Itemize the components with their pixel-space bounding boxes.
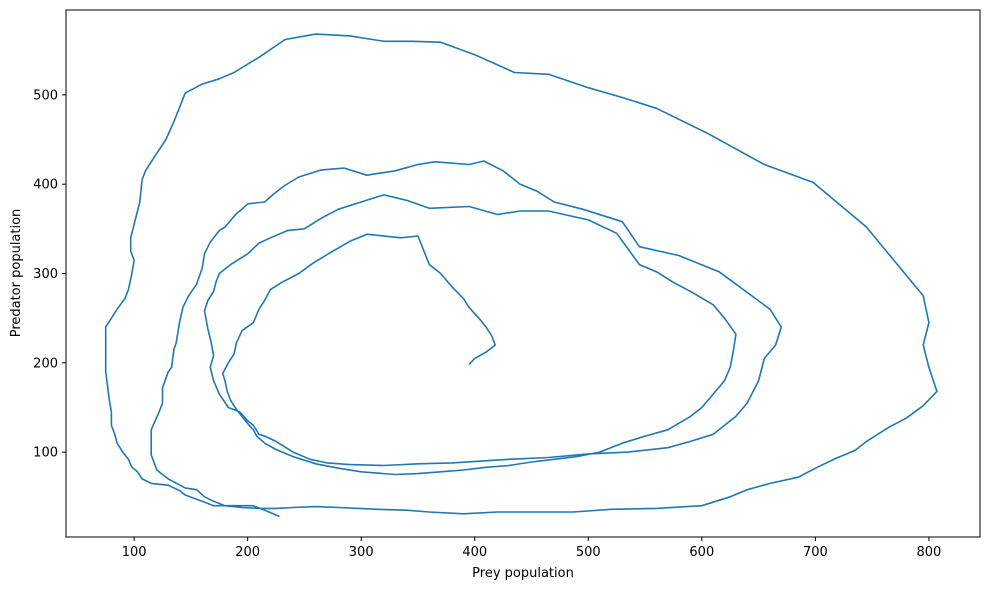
- x-tick-label: 300: [349, 545, 374, 560]
- y-tick-label: 100: [33, 446, 58, 461]
- x-tick-label: 200: [235, 545, 260, 560]
- x-tick-label: 700: [803, 545, 828, 560]
- y-tick-label: 500: [33, 88, 58, 103]
- x-tick-label: 400: [462, 545, 487, 560]
- series-line-1: [104, 33, 938, 518]
- x-axis-ticks: 100 200 300 400 500 600 700 800: [122, 537, 941, 560]
- y-tick-label: 200: [33, 356, 58, 371]
- y-tick-label: 400: [33, 178, 58, 193]
- y-axis-ticks: 100 200 300 400 500: [33, 88, 66, 461]
- y-tick-label: 300: [33, 267, 58, 282]
- x-tick-label: 600: [689, 545, 714, 560]
- x-tick-label: 500: [576, 545, 601, 560]
- plot-area: [104, 33, 938, 518]
- x-tick-label: 100: [122, 545, 147, 560]
- x-tick-label: 800: [916, 545, 941, 560]
- x-axis-label: Prey population: [472, 566, 574, 581]
- y-axis-label: Predator population: [9, 209, 24, 338]
